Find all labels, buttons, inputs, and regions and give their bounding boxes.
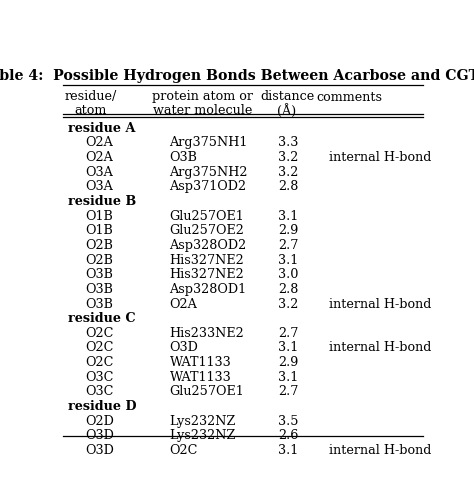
Text: residue/: residue/ — [64, 90, 117, 103]
Text: O2C: O2C — [85, 327, 113, 340]
Text: 2.9: 2.9 — [278, 356, 298, 369]
Text: 3.2: 3.2 — [278, 151, 298, 164]
Text: O2D: O2D — [85, 415, 114, 428]
Text: Asp328OD1: Asp328OD1 — [169, 283, 246, 296]
Text: WAT1133: WAT1133 — [169, 371, 231, 384]
Text: 3.3: 3.3 — [278, 137, 298, 149]
Text: O2C: O2C — [169, 444, 198, 457]
Text: O3D: O3D — [85, 429, 114, 443]
Text: WAT1133: WAT1133 — [169, 356, 231, 369]
Text: 2.6: 2.6 — [278, 429, 298, 443]
Text: Asp371OD2: Asp371OD2 — [169, 180, 246, 194]
Text: O3A: O3A — [85, 180, 113, 194]
Text: O3B: O3B — [85, 297, 113, 311]
Text: Lys232NZ: Lys232NZ — [169, 429, 236, 443]
Text: Arg375NH2: Arg375NH2 — [169, 166, 248, 179]
Text: 2.9: 2.9 — [278, 224, 298, 237]
Text: Asp328OD2: Asp328OD2 — [169, 239, 246, 252]
Text: O3C: O3C — [85, 386, 113, 398]
Text: O1B: O1B — [85, 224, 113, 237]
Text: 3.1: 3.1 — [278, 209, 298, 223]
Text: 2.8: 2.8 — [278, 283, 298, 296]
Text: His327NE2: His327NE2 — [169, 253, 244, 267]
Text: 3.1: 3.1 — [278, 342, 298, 354]
Text: comments: comments — [317, 91, 383, 103]
Text: O1B: O1B — [85, 209, 113, 223]
Text: O3B: O3B — [85, 283, 113, 296]
Text: 2.7: 2.7 — [278, 327, 298, 340]
Text: residue A: residue A — [68, 122, 136, 135]
Text: Table 4:  Possible Hydrogen Bonds Between Acarbose and CGTase: Table 4: Possible Hydrogen Bonds Between… — [0, 68, 474, 83]
Text: 3.0: 3.0 — [278, 268, 298, 281]
Text: Glu257OE2: Glu257OE2 — [169, 224, 244, 237]
Text: distance: distance — [260, 90, 314, 103]
Text: O2A: O2A — [169, 297, 197, 311]
Text: O2B: O2B — [85, 239, 113, 252]
Text: O3B: O3B — [85, 268, 113, 281]
Text: atom: atom — [74, 104, 107, 117]
Text: 2.7: 2.7 — [278, 239, 298, 252]
Text: His233NE2: His233NE2 — [169, 327, 244, 340]
Text: O3B: O3B — [169, 151, 197, 164]
Text: 3.1: 3.1 — [278, 371, 298, 384]
Text: Arg375NH1: Arg375NH1 — [169, 137, 248, 149]
Text: (Å): (Å) — [277, 104, 297, 118]
Text: protein atom or: protein atom or — [152, 90, 253, 103]
Text: residue C: residue C — [68, 312, 136, 325]
Text: O3C: O3C — [85, 371, 113, 384]
Text: 3.1: 3.1 — [278, 444, 298, 457]
Text: O2A: O2A — [85, 151, 113, 164]
Text: 3.1: 3.1 — [278, 253, 298, 267]
Text: internal H-bond: internal H-bond — [329, 444, 432, 457]
Text: residue D: residue D — [68, 400, 137, 413]
Text: O2C: O2C — [85, 356, 113, 369]
Text: O3A: O3A — [85, 166, 113, 179]
Text: internal H-bond: internal H-bond — [329, 151, 432, 164]
Text: Glu257OE1: Glu257OE1 — [169, 386, 244, 398]
Text: water molecule: water molecule — [153, 104, 252, 117]
Text: 3.2: 3.2 — [278, 166, 298, 179]
Text: 2.7: 2.7 — [278, 386, 298, 398]
Text: Glu257OE1: Glu257OE1 — [169, 209, 244, 223]
Text: O2C: O2C — [85, 342, 113, 354]
Text: internal H-bond: internal H-bond — [329, 297, 432, 311]
Text: 3.5: 3.5 — [278, 415, 298, 428]
Text: internal H-bond: internal H-bond — [329, 342, 432, 354]
Text: 2.8: 2.8 — [278, 180, 298, 194]
Text: 3.2: 3.2 — [278, 297, 298, 311]
Text: His327NE2: His327NE2 — [169, 268, 244, 281]
Text: O2A: O2A — [85, 137, 113, 149]
Text: O2B: O2B — [85, 253, 113, 267]
Text: residue B: residue B — [68, 195, 137, 208]
Text: O3D: O3D — [169, 342, 198, 354]
Text: Lys232NZ: Lys232NZ — [169, 415, 236, 428]
Text: O3D: O3D — [85, 444, 114, 457]
